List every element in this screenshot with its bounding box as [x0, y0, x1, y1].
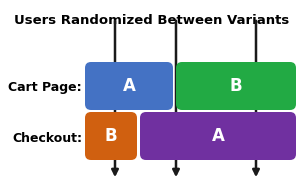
Text: Users Randomized Between Variants: Users Randomized Between Variants [14, 14, 290, 27]
Text: B: B [230, 77, 242, 95]
Text: A: A [212, 127, 224, 145]
FancyBboxPatch shape [176, 62, 296, 110]
Text: Cart Page:: Cart Page: [9, 81, 82, 94]
Text: Checkout:: Checkout: [12, 132, 82, 145]
Text: B: B [105, 127, 117, 145]
FancyBboxPatch shape [140, 112, 296, 160]
FancyBboxPatch shape [85, 62, 173, 110]
Text: A: A [123, 77, 136, 95]
FancyBboxPatch shape [85, 112, 137, 160]
